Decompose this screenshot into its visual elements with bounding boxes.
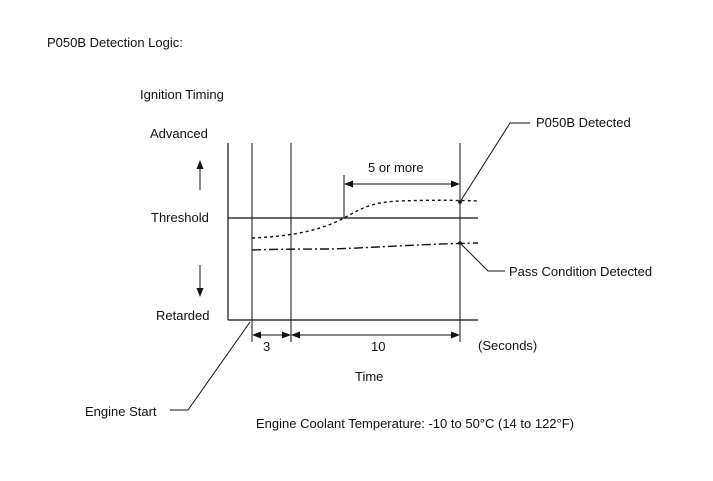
units-label: (Seconds): [478, 338, 537, 353]
duration-label: 5 or more: [368, 160, 424, 175]
coolant-condition: Engine Coolant Temperature: -10 to 50°C …: [256, 416, 574, 431]
y-axis-title: Ignition Timing: [140, 87, 224, 102]
interval-3-arrow: [252, 331, 291, 339]
failing-timing-curve: [251, 199, 479, 239]
engine-start-callout: Engine Start: [85, 404, 157, 419]
label-threshold: Threshold: [151, 210, 209, 225]
advance-up-arrow-icon: [196, 160, 204, 190]
detected-callout: P050B Detected: [536, 115, 631, 130]
label-retarded: Retarded: [156, 308, 209, 323]
interval-3-label: 3: [263, 339, 270, 354]
label-advanced: Advanced: [150, 126, 208, 141]
retard-down-arrow-icon: [196, 265, 204, 297]
interval-10-arrow: [291, 331, 460, 339]
passing-timing-curve: [251, 242, 479, 251]
interval-10-label: 10: [371, 339, 385, 354]
duration-arrow: [344, 180, 460, 188]
diagram-title: P050B Detection Logic:: [47, 35, 183, 50]
x-axis-title: Time: [355, 369, 383, 384]
pass-leader-line: [459, 242, 505, 272]
pass-callout: Pass Condition Detected: [509, 264, 652, 279]
detected-leader-line: [459, 122, 530, 203]
engine-start-leader-line: [170, 321, 251, 411]
